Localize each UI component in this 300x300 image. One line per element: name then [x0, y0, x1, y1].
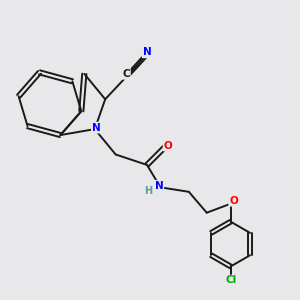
Text: C: C [122, 69, 130, 79]
Text: O: O [164, 140, 172, 151]
Text: N: N [92, 123, 100, 133]
Text: N: N [142, 47, 152, 57]
Text: Cl: Cl [225, 275, 236, 286]
Text: H: H [144, 186, 152, 196]
Text: O: O [229, 196, 238, 206]
Text: N: N [154, 181, 163, 191]
